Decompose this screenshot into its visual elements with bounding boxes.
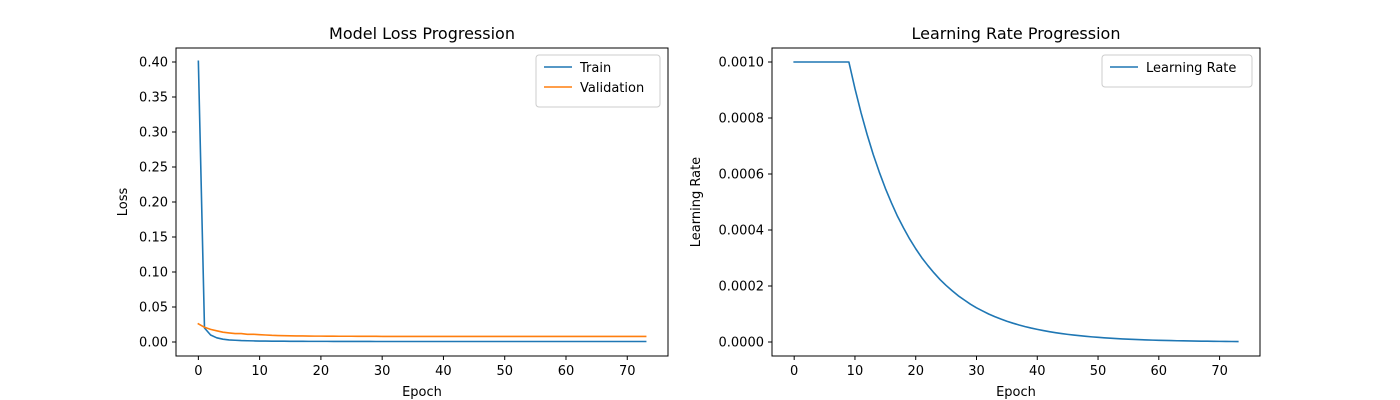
- loss-x-tick-label: 0: [194, 364, 202, 379]
- loss-y-tick-label: 0.00: [139, 336, 168, 351]
- loss-y-tick-label: 0.40: [139, 56, 168, 71]
- lr-x-tick-label: 20: [907, 364, 924, 379]
- loss-y-tick-label: 0.10: [139, 266, 168, 281]
- loss-y-tick-label: 0.30: [139, 126, 168, 141]
- loss-x-tick-label: 20: [313, 364, 330, 379]
- lr-legend-label: Learning Rate: [1146, 61, 1236, 76]
- lr-x-tick-label: 0: [790, 364, 798, 379]
- loss-series-line-train: [197, 60, 647, 343]
- lr-x-tick-label: 70: [1211, 364, 1228, 379]
- loss-chart: 0 10 20 30 40 50 60 70 0.00 0.05 0.10 0.15 0.20 0.25 0…: [116, 24, 669, 400]
- lr-y-tick-label: 0.0004: [719, 224, 765, 239]
- lr-x-tick-label: 40: [1029, 364, 1046, 379]
- lr-x-tick-label: 50: [1090, 364, 1107, 379]
- lr-y-tick-label: 0.0008: [719, 112, 765, 127]
- loss-series-line-validation: [197, 322, 647, 338]
- lr-y-axis-label: Learning Rate: [689, 157, 704, 247]
- lr-axes-frame: [771, 47, 1261, 357]
- loss-x-tick-label: 10: [251, 364, 268, 379]
- loss-legend: Train Validation: [535, 54, 661, 108]
- loss-x-tick-label: 40: [435, 364, 452, 379]
- loss-legend-label: Train: [579, 61, 611, 76]
- loss-legend-box: [535, 54, 661, 108]
- loss-y-tick-label: 0.05: [139, 301, 168, 316]
- lr-x-tick-label: 10: [847, 364, 864, 379]
- loss-y-tick-label: 0.25: [139, 161, 168, 176]
- lr-y-tick-label: 0.0002: [719, 280, 765, 295]
- lr-y-tick-label: 0.0006: [719, 168, 765, 183]
- lr-x-tick-label: 60: [1151, 364, 1168, 379]
- lr-y-tick-label: 0.0000: [719, 336, 765, 351]
- loss-x-tick-label: 30: [374, 364, 391, 379]
- loss-y-axis-label: Loss: [116, 188, 131, 217]
- learning-rate-chart: 0 10 20 30 40 50 60 70 0.0000 0.0002 0.0004 0.0006 0…: [689, 24, 1261, 400]
- lr-x-tick-label: 30: [968, 364, 985, 379]
- loss-y-tick-label: 0.20: [139, 196, 168, 211]
- loss-legend-label: Validation: [580, 81, 644, 96]
- loss-x-axis-label: Epoch: [402, 385, 442, 400]
- loss-x-tick-label: 70: [619, 364, 636, 379]
- loss-y-tick-label: 0.35: [139, 91, 168, 106]
- loss-chart-title: Model Loss Progression: [329, 24, 515, 43]
- lr-x-axis-label: Epoch: [996, 385, 1036, 400]
- lr-legend-box: [1101, 54, 1253, 88]
- lr-series-line-learning-rate: [793, 61, 1239, 343]
- lr-chart-title: Learning Rate Progression: [912, 24, 1121, 43]
- loss-y-tick-label: 0.15: [139, 231, 168, 246]
- loss-x-tick-label: 50: [496, 364, 513, 379]
- loss-series-group: [197, 60, 647, 343]
- lr-series-group: [793, 61, 1239, 343]
- lr-y-tick-label: 0.0010: [719, 56, 765, 71]
- lr-legend: Learning Rate: [1101, 54, 1253, 88]
- loss-x-tick-label: 60: [558, 364, 575, 379]
